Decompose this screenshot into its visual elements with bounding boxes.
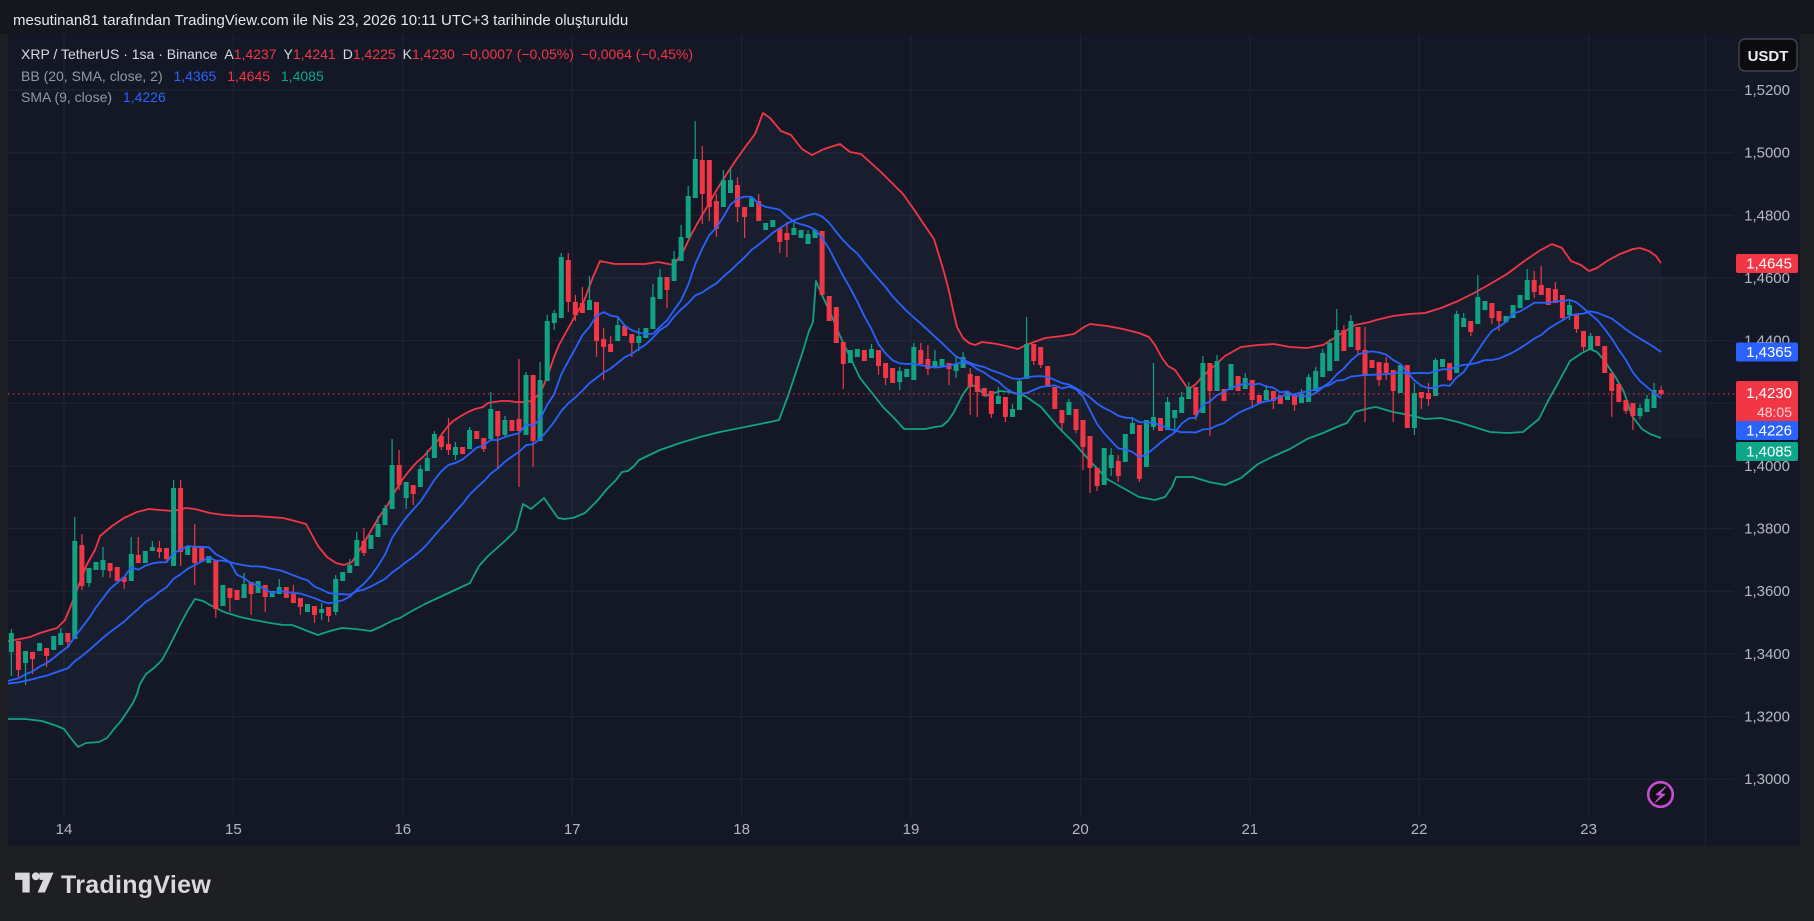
svg-text:1,4600: 1,4600 xyxy=(1744,270,1790,287)
svg-text:1,4000: 1,4000 xyxy=(1744,458,1790,475)
svg-text:1,3000: 1,3000 xyxy=(1744,771,1790,788)
svg-text:21: 21 xyxy=(1241,821,1258,838)
svg-text:22: 22 xyxy=(1411,821,1428,838)
svg-text:17: 17 xyxy=(564,821,581,838)
svg-text:1,3400: 1,3400 xyxy=(1744,646,1790,663)
svg-text:1,4230: 1,4230 xyxy=(1746,385,1792,402)
svg-text:TradingView: TradingView xyxy=(61,871,211,899)
svg-text:48:05: 48:05 xyxy=(1757,404,1792,420)
svg-text:19: 19 xyxy=(903,821,920,838)
svg-text:18: 18 xyxy=(733,821,750,838)
svg-text:mesutinan81 tarafından Trading: mesutinan81 tarafından TradingView.com i… xyxy=(13,12,628,29)
svg-text:1,4645: 1,4645 xyxy=(1746,256,1792,273)
svg-text:USDT: USDT xyxy=(1748,48,1789,65)
svg-text:1,3200: 1,3200 xyxy=(1744,709,1790,726)
svg-text:1,4365: 1,4365 xyxy=(1746,344,1792,361)
svg-text:1,5000: 1,5000 xyxy=(1744,145,1790,162)
svg-text:1,3600: 1,3600 xyxy=(1744,583,1790,600)
svg-text:14: 14 xyxy=(56,821,73,838)
svg-text:16: 16 xyxy=(394,821,411,838)
svg-text:SMA (9, close) 1,4226: SMA (9, close) 1,4226 xyxy=(21,89,166,105)
svg-text:20: 20 xyxy=(1072,821,1089,838)
svg-text:1,3800: 1,3800 xyxy=(1744,521,1790,538)
svg-text:1,4226: 1,4226 xyxy=(1746,423,1792,440)
svg-text:1,4085: 1,4085 xyxy=(1746,444,1792,461)
svg-text:XRP / TetherUS · 1sa · Binance: XRP / TetherUS · 1sa · Binance A1,4237 Y… xyxy=(21,46,693,62)
svg-text:23: 23 xyxy=(1580,821,1597,838)
svg-text:BB (20, SMA, close, 2) 1,4365: BB (20, SMA, close, 2) 1,4365 1,4645 1,4… xyxy=(21,68,324,84)
svg-text:15: 15 xyxy=(225,821,242,838)
svg-text:1,4800: 1,4800 xyxy=(1744,207,1790,224)
svg-text:1,5200: 1,5200 xyxy=(1744,82,1790,99)
